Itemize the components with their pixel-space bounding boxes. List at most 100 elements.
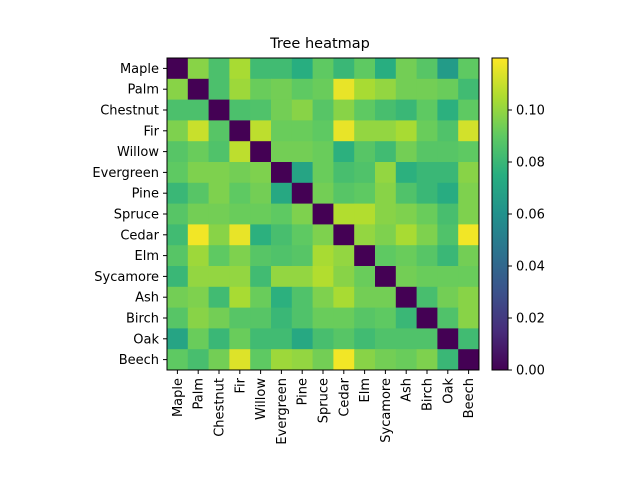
heatmap-cell — [458, 141, 480, 163]
heatmap-cell — [375, 286, 397, 308]
heatmap-cell — [229, 162, 251, 184]
x-tick-label: Birch — [421, 378, 436, 411]
heatmap-cell — [187, 58, 209, 80]
heatmap-cell — [291, 162, 313, 184]
heatmap-cell — [375, 203, 397, 225]
heatmap-cell — [208, 141, 230, 163]
heatmap-cell — [291, 224, 313, 246]
heatmap-cell — [187, 349, 209, 371]
y-tick-label: Sycamore — [94, 270, 159, 285]
heatmap-cell — [437, 141, 459, 163]
heatmap-cell — [229, 328, 251, 350]
heatmap-cell — [229, 182, 251, 204]
heatmap-cell — [271, 349, 293, 371]
heatmap-cell — [291, 349, 313, 371]
heatmap-cell — [395, 245, 417, 267]
row-labels: Maple Palm Chestnut Fir Willow Evergreen Pine S… — [92, 62, 167, 368]
heatmap-cell — [416, 245, 438, 267]
heatmap-cell — [437, 307, 459, 329]
heatmap-cell — [187, 203, 209, 225]
heatmap-cell — [458, 120, 480, 142]
heatmap-cell — [458, 307, 480, 329]
heatmap-cell — [291, 120, 313, 142]
heatmap-cell — [416, 99, 438, 121]
heatmap-cell — [416, 224, 438, 246]
y-tick-label: Evergreen — [92, 166, 159, 181]
heatmap-cell — [187, 307, 209, 329]
heatmap-cell — [437, 266, 459, 288]
heatmap-cell — [416, 182, 438, 204]
heatmap-cell — [375, 307, 397, 329]
heatmap-cell — [375, 141, 397, 163]
heatmap-cell — [208, 349, 230, 371]
heatmap-cell — [208, 224, 230, 246]
heatmap-cell — [250, 328, 272, 350]
heatmap-cell — [167, 286, 189, 308]
heatmap-cell — [437, 203, 459, 225]
heatmap-cell — [250, 307, 272, 329]
heatmap-cell — [458, 224, 480, 246]
heatmap-cell — [250, 141, 272, 163]
heatmap-cell — [375, 349, 397, 371]
x-tick-label: Chestnut — [213, 378, 228, 437]
heatmap-cell — [375, 245, 397, 267]
colorbar: 0.00 0.02 0.04 0.06 0.08 0.10 — [491, 57, 545, 379]
x-tick-label: Elm — [358, 378, 373, 403]
heatmap-cell — [167, 328, 189, 350]
heatmap-cell — [229, 141, 251, 163]
heatmap-cell — [250, 203, 272, 225]
x-tick-label: Beech — [462, 378, 477, 418]
heatmap-cell — [416, 203, 438, 225]
heatmap-cell — [354, 286, 376, 308]
heatmap-cell — [271, 58, 293, 80]
heatmap-cell — [208, 307, 230, 329]
y-tick-label: Pine — [132, 187, 159, 202]
heatmap-cell — [271, 78, 293, 100]
heatmap-cell — [395, 120, 417, 142]
heatmap-cell — [208, 286, 230, 308]
heatmap-cell — [437, 99, 459, 121]
heatmap-cell — [271, 286, 293, 308]
heatmap-cell — [229, 266, 251, 288]
heatmap-cell — [395, 162, 417, 184]
heatmap-cell — [437, 224, 459, 246]
heatmap-cell — [312, 349, 334, 371]
heatmap-cell — [291, 182, 313, 204]
heatmap-cell — [354, 307, 376, 329]
heatmap-cell — [312, 162, 334, 184]
heatmap-cell — [354, 78, 376, 100]
heatmap-cell — [333, 182, 355, 204]
heatmap-cell — [333, 224, 355, 246]
heatmap-cell — [458, 266, 480, 288]
heatmap-cell — [187, 245, 209, 267]
colorbar-tick-label: 0.06 — [516, 208, 545, 223]
y-tick-label: Fir — [144, 124, 160, 139]
heatmap-cell — [250, 266, 272, 288]
heatmap-cell — [395, 349, 417, 371]
heatmap-cell — [354, 349, 376, 371]
heatmap-cell — [229, 307, 251, 329]
x-tick-label: Evergreen — [275, 378, 290, 445]
heatmap-cell — [416, 286, 438, 308]
heatmap-cell — [208, 328, 230, 350]
heatmap-cell — [395, 141, 417, 163]
heatmap-cell — [167, 99, 189, 121]
heatmap-cell — [395, 203, 417, 225]
heatmap-cell — [354, 120, 376, 142]
heatmap-cell — [395, 182, 417, 204]
x-tick-label: Oak — [441, 378, 456, 404]
heatmap-cell — [291, 307, 313, 329]
heatmap-cell — [312, 245, 334, 267]
heatmap-cell — [333, 286, 355, 308]
heatmap-cell — [291, 78, 313, 100]
y-tick-label: Elm — [135, 249, 160, 264]
heatmap-cell — [354, 99, 376, 121]
heatmap-cell — [395, 266, 417, 288]
heatmap-cell — [375, 99, 397, 121]
heatmap-cell — [437, 182, 459, 204]
heatmap-cell — [167, 245, 189, 267]
heatmap-cell — [312, 224, 334, 246]
heatmap-cell — [395, 78, 417, 100]
heatmap-cell — [312, 78, 334, 100]
heatmap-cell — [229, 120, 251, 142]
